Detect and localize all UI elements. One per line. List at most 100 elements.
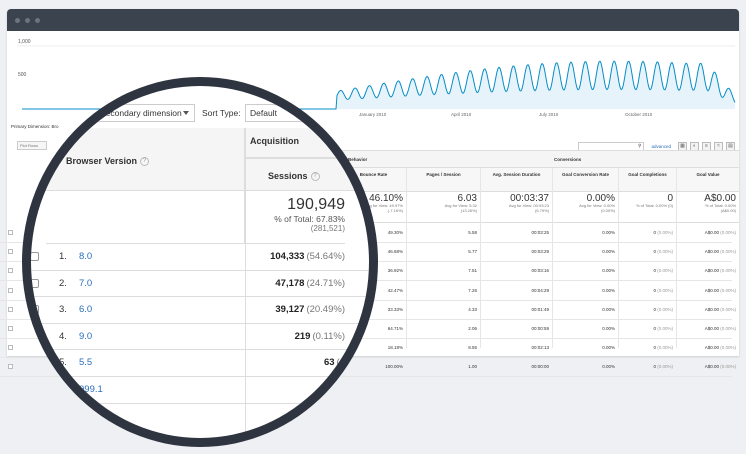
advanced-link[interactable]: advanced bbox=[651, 143, 671, 149]
total-conv-rate: 0.00% Avg for View: 0.00% (0.00%) bbox=[552, 193, 618, 223]
goal-value-cell: A$0.00 (0.00%) bbox=[704, 345, 736, 351]
duration-cell: 00:01:49 bbox=[531, 306, 549, 312]
trend-area bbox=[22, 61, 735, 109]
goal-value-cell: A$0.00 (0.00%) bbox=[704, 326, 736, 331]
browser-version-header[interactable]: Browser Version? bbox=[46, 128, 245, 191]
row-checkbox[interactable] bbox=[8, 345, 13, 351]
select-all-column bbox=[31, 128, 46, 191]
sessions-header[interactable]: Sessions? bbox=[245, 158, 369, 191]
row-checkbox[interactable] bbox=[31, 358, 39, 368]
sessions-cell: 104,333 (54.64%) bbox=[245, 244, 345, 271]
pages-session-header[interactable]: Pages / Session bbox=[406, 168, 480, 192]
goal-value-cell: A$0.00 (0.00%) bbox=[704, 287, 736, 293]
pages-cell: 7.26 bbox=[468, 287, 477, 293]
row-checkbox[interactable] bbox=[8, 306, 13, 312]
row-checkbox[interactable] bbox=[8, 326, 13, 331]
row-index: 3. bbox=[59, 304, 67, 316]
row-index: 2. bbox=[59, 277, 67, 289]
sessions-cell: 219 (0.11%) bbox=[245, 323, 345, 351]
window-dot-icon[interactable] bbox=[25, 17, 30, 23]
row-index: 5. bbox=[59, 357, 67, 369]
bounce-cell: 49.30% bbox=[387, 230, 403, 235]
duration-cell: 00:03:25 bbox=[531, 230, 549, 235]
table-row: 42.47% 7.26 00:04:29 0.00% 0 (0.00%) A$0.00 (… bbox=[0, 282, 736, 301]
row-checkbox[interactable] bbox=[8, 268, 13, 274]
browser-version-link[interactable]: 9.0 bbox=[79, 330, 93, 342]
sort-type-label: Sort Type: bbox=[202, 108, 241, 118]
goal-value-cell: A$0.00 (0.00%) bbox=[704, 364, 736, 370]
row-checkbox[interactable] bbox=[31, 305, 39, 315]
window-dot-icon[interactable] bbox=[35, 17, 40, 23]
window-dot-icon[interactable] bbox=[15, 17, 20, 23]
table-row: 33.33% 4.33 00:01:49 0.00% 0 (0.00%) A$0.00 (… bbox=[0, 301, 736, 320]
conv-cell: 0.00% bbox=[602, 364, 615, 370]
completions-cell: 0 (0.00%) bbox=[653, 364, 673, 370]
browser-version-link[interactable]: 8.0 bbox=[79, 251, 93, 262]
total-goal-value: A$0.00 % of Total: 0.00% (A$0.00) bbox=[676, 193, 739, 223]
row-index: 1. bbox=[59, 251, 67, 262]
pages-cell: 1.00 bbox=[468, 364, 477, 370]
row-checkbox[interactable] bbox=[8, 364, 13, 370]
table-row: 3. 6.0 39,127 (20.49%) bbox=[31, 297, 369, 324]
bounce-cell: 42.47% bbox=[387, 287, 403, 293]
browser-version-link[interactable]: 7.0 bbox=[79, 277, 93, 289]
pages-cell: 8.55 bbox=[468, 345, 477, 351]
conv-cell: 0.00% bbox=[602, 306, 615, 312]
window-titlebar bbox=[7, 9, 739, 31]
table-row: 4. 9.0 219 (0.11%) bbox=[31, 323, 369, 351]
bounce-cell: 100.00% bbox=[385, 364, 403, 370]
conv-cell: 0.00% bbox=[602, 345, 615, 351]
table-row: 18.18% 8.55 00:02:13 0.00% 0 (0.00%) A$0.00 (… bbox=[0, 339, 736, 359]
row-checkbox[interactable] bbox=[31, 278, 39, 288]
duration-cell: 00:03:29 bbox=[531, 249, 549, 255]
pages-cell: 7.51 bbox=[468, 268, 477, 274]
sessions-cell: 39,127 (20.49%) bbox=[245, 297, 345, 324]
browser-version-link[interactable]: 5.5 bbox=[79, 357, 93, 369]
bounce-cell: 18.18% bbox=[387, 345, 403, 351]
conv-cell: 0.00% bbox=[602, 268, 615, 274]
row-checkbox[interactable] bbox=[31, 331, 39, 341]
behavior-group-header: Behavior bbox=[340, 150, 546, 168]
x-tick: July 2010 bbox=[539, 112, 559, 117]
pages-cell: 5.58 bbox=[468, 230, 477, 235]
goal-value-header[interactable]: Goal Value bbox=[676, 168, 739, 192]
totals-label-cell bbox=[46, 191, 245, 244]
pages-cell: 4.33 bbox=[468, 306, 477, 312]
goal-completions-header[interactable]: Goal Completions bbox=[618, 168, 676, 192]
help-icon[interactable]: ? bbox=[310, 172, 320, 182]
acquisition-group-header: Acquisition bbox=[245, 128, 369, 158]
conv-cell: 0.00% bbox=[602, 326, 615, 331]
y-tick-500: 500 bbox=[18, 72, 27, 78]
completions-cell: 0 (0.00%) bbox=[653, 326, 673, 331]
goal-conv-rate-header[interactable]: Goal Conversion Rate bbox=[552, 168, 618, 192]
secondary-dimension-select[interactable]: Secondary dimension bbox=[95, 104, 195, 122]
avg-duration-header[interactable]: Avg. Session Duration bbox=[480, 168, 552, 192]
completions-cell: 0 (0.00%) bbox=[653, 268, 673, 274]
row-checkbox[interactable] bbox=[8, 249, 13, 255]
goal-value-cell: A$0.00 (0.00%) bbox=[704, 249, 736, 255]
row-index: 4. bbox=[59, 330, 67, 342]
conversions-group-header: Conversions bbox=[546, 150, 739, 168]
browser-version-link[interactable]: 999.1 bbox=[79, 384, 103, 395]
goal-value-cell: A$0.00 (0.00%) bbox=[704, 306, 736, 312]
browser-version-link[interactable]: 6.0 bbox=[79, 304, 93, 316]
row-checkbox[interactable] bbox=[8, 287, 13, 293]
completions-cell: 0 (0.00%) bbox=[653, 287, 673, 293]
row-checkbox[interactable] bbox=[31, 252, 39, 261]
help-icon[interactable]: ? bbox=[140, 157, 150, 167]
sessions-cell: 47,178 (24.71%) bbox=[245, 270, 345, 298]
row-checkbox[interactable] bbox=[8, 230, 13, 235]
primary-dimension-value[interactable]: Bro bbox=[51, 124, 59, 129]
x-tick: October 2010 bbox=[625, 112, 653, 117]
sessions-cell: 63 (0 bbox=[245, 350, 345, 377]
search-icon[interactable]: ⚲ bbox=[638, 143, 642, 148]
total-pages: 6.03 Avg for View: 5.32 (13.26%) bbox=[406, 193, 480, 223]
bounce-cell: 46.68% bbox=[387, 249, 403, 255]
table-row: 999.1 1 bbox=[31, 377, 369, 404]
completions-cell: 0 (0.00%) bbox=[653, 230, 673, 235]
goal-value-cell: A$0.00 (0.00%) bbox=[704, 230, 736, 235]
duration-cell: 00:02:13 bbox=[531, 345, 549, 351]
bounce-cell: 33.33% bbox=[387, 306, 403, 312]
duration-cell: 00:04:29 bbox=[531, 287, 549, 293]
sort-type-select[interactable]: Default bbox=[245, 104, 305, 122]
